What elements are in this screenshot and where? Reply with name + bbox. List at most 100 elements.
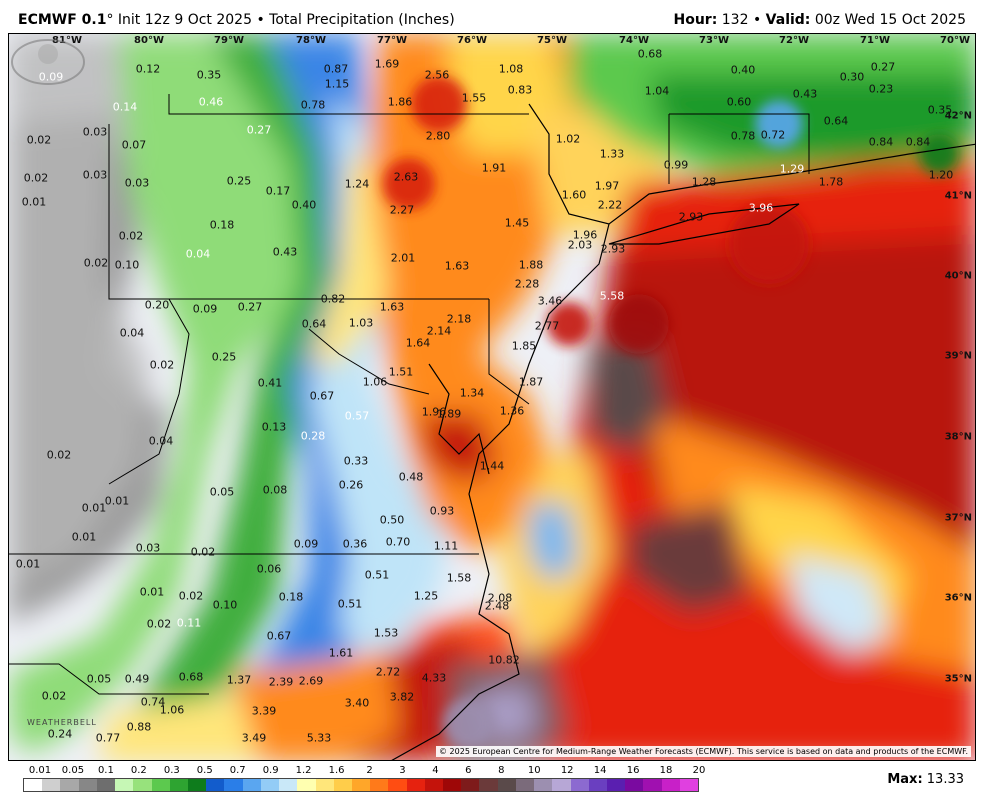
longitude-label: 74°W — [619, 35, 649, 46]
precip-value-label: 0.01 — [139, 585, 165, 599]
scale-tick-label: 0.2 — [130, 765, 147, 776]
precip-value-label: 0.30 — [839, 70, 865, 84]
precip-value-label: 0.10 — [212, 598, 238, 612]
scale-swatch — [96, 779, 116, 791]
precip-value-label: 1.63 — [379, 300, 405, 314]
precip-value-label: 1.37 — [226, 673, 252, 687]
valid-info: Hour: 132 • Valid: 00z Wed 15 Oct 2025 — [674, 12, 967, 28]
longitude-label: 77°W — [377, 35, 407, 46]
latitude-label: 41°N — [944, 190, 972, 202]
precip-value-label: 1.78 — [818, 175, 844, 189]
precip-value-label: 1.64 — [405, 336, 431, 350]
precip-value-label: 0.36 — [342, 537, 368, 551]
scale-swatch — [351, 779, 371, 791]
precip-value-label: 5.58 — [599, 289, 625, 303]
precip-value-label: 1.02 — [555, 132, 581, 146]
precip-value-label: 0.02 — [146, 617, 172, 631]
precip-value-label: 0.83 — [507, 83, 533, 97]
precip-value-label: 0.01 — [71, 530, 97, 544]
precip-value-label: 1.63 — [444, 259, 470, 273]
precip-value-label: 1.45 — [504, 216, 530, 230]
precip-value-label: 0.74 — [140, 695, 166, 709]
latitude-label: 37°N — [944, 512, 972, 524]
precip-value-label: 0.51 — [364, 568, 390, 582]
precip-value-label: 1.24 — [344, 177, 370, 191]
precip-value-label: 0.77 — [95, 731, 121, 745]
precip-value-label: 0.68 — [178, 670, 204, 684]
precip-value-label: 0.26 — [338, 478, 364, 492]
precip-value-label: 0.27 — [246, 123, 272, 137]
scale-swatch — [315, 779, 334, 791]
max-value: 13.33 — [926, 772, 964, 787]
scale-swatch — [643, 779, 662, 791]
longitude-label: 79°W — [214, 35, 244, 46]
init-time: Init 12z 9 Oct 2025 — [117, 12, 252, 28]
scale-swatch — [260, 779, 280, 791]
precip-value-label: 0.72 — [760, 128, 786, 142]
logo-text: WEATHERBELL — [27, 718, 97, 727]
hour-value: 132 — [721, 12, 749, 28]
precip-value-label: 1.11 — [433, 539, 459, 553]
max-label: Max: — [887, 772, 923, 787]
scale-swatch — [370, 779, 389, 791]
precip-value-label: 0.02 — [83, 256, 109, 270]
precip-value-label: 0.28 — [300, 429, 326, 443]
latitude-label: 35°N — [944, 673, 972, 685]
precip-value-label: 2.01 — [390, 251, 416, 265]
scale-swatch — [625, 779, 644, 791]
precip-value-label: 1.44 — [479, 459, 505, 473]
copyright-notice: © 2025 European Centre for Medium-Range … — [436, 746, 971, 757]
precip-value-label: 0.02 — [118, 229, 144, 243]
precip-value-label: 0.35 — [927, 103, 953, 117]
precip-value-label: 0.49 — [124, 672, 150, 686]
precip-value-label: 0.67 — [309, 389, 335, 403]
precip-value-label: 0.33 — [343, 454, 369, 468]
scale-swatch — [588, 779, 607, 791]
precipitation-map[interactable]: 0.09 0.12 0.35 0.87 1.69 2.56 1.08 0.68 0.40 0.30… — [8, 33, 976, 761]
scale-swatch — [534, 779, 553, 791]
precip-value-label: 1.87 — [518, 375, 544, 389]
precip-value-label: 0.14 — [112, 100, 138, 114]
precip-value-label: 1.85 — [511, 339, 537, 353]
precip-value-label: 1.36 — [499, 404, 525, 418]
precip-value-label: 0.27 — [237, 300, 263, 314]
hour-label: Hour: — [673, 12, 718, 28]
precip-value-label: 3.96 — [748, 201, 774, 215]
max-value-display: Max: 13.33 — [887, 772, 964, 787]
precip-value-label: 1.96 — [572, 228, 598, 242]
precip-value-label: 0.70 — [385, 535, 411, 549]
scale-swatch — [424, 779, 444, 791]
precip-value-label: 1.60 — [561, 188, 587, 202]
precip-value-label: 1.86 — [387, 95, 413, 109]
precip-value-label: 2.03 — [567, 238, 593, 252]
scale-swatch — [479, 779, 498, 791]
precip-value-label: 0.01 — [21, 195, 47, 209]
scale-swatch — [388, 779, 407, 791]
precip-value-label: 0.67 — [266, 629, 292, 643]
precip-value-label: 0.64 — [301, 317, 327, 331]
scale-swatch — [242, 779, 261, 791]
precip-value-label: 0.12 — [135, 62, 161, 76]
scale-swatch — [115, 779, 134, 791]
precip-value-label: 0.51 — [337, 597, 363, 611]
precip-value-label: 3.49 — [241, 731, 267, 745]
precip-value-label: 1.69 — [374, 57, 400, 71]
precip-value-label: 2.63 — [393, 170, 419, 184]
precip-value-label: 0.99 — [663, 158, 689, 172]
precip-value-label: 0.09 — [293, 537, 319, 551]
degree-sign: ° — [106, 12, 114, 28]
latitude-label: 40°N — [944, 270, 972, 282]
scale-swatch — [24, 779, 43, 791]
scale-tick-label: 0.05 — [61, 765, 85, 776]
scale-swatch — [443, 779, 462, 791]
scale-tick-label: 0.3 — [163, 765, 180, 776]
scale-tick-label: 0.5 — [196, 765, 213, 776]
coastlines — [391, 103, 975, 760]
scale-tick-label: 1.2 — [295, 765, 312, 776]
precip-value-label: 0.64 — [823, 114, 849, 128]
precip-field — [9, 34, 975, 760]
precip-value-label: 1.04 — [644, 84, 670, 98]
precip-value-label: 0.09 — [38, 70, 64, 84]
title-bullet: • — [256, 12, 265, 28]
precip-value-label: 0.84 — [905, 135, 931, 149]
